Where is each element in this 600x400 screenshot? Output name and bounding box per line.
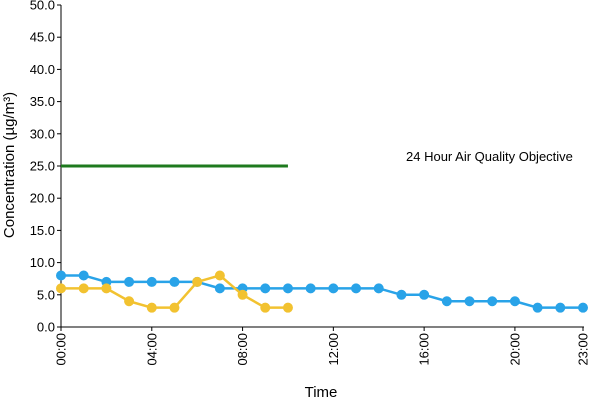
data-point	[487, 296, 498, 307]
y-axis-title: Concentration (µg/m³)	[1, 92, 18, 238]
data-point	[146, 276, 157, 287]
y-tick-label: 40.0	[30, 62, 55, 77]
x-tick-label: 04:00	[144, 333, 159, 366]
data-point	[237, 289, 248, 300]
data-point	[260, 283, 271, 294]
data-point	[56, 283, 66, 294]
data-point	[441, 296, 452, 307]
data-point	[78, 270, 89, 281]
objective-layer: 24 Hour Air Quality Objective	[61, 149, 573, 168]
data-point	[192, 276, 203, 287]
data-point	[101, 283, 112, 294]
data-point	[555, 302, 566, 313]
data-point	[373, 283, 384, 294]
y-tick-label: 10.0	[30, 255, 55, 270]
data-point	[124, 276, 135, 287]
data-point	[305, 283, 316, 294]
data-point	[578, 302, 588, 313]
objective-label: 24 Hour Air Quality Objective	[406, 149, 573, 164]
y-tick-label: 20.0	[30, 191, 55, 206]
x-axis-title: Time	[305, 384, 338, 400]
data-point	[214, 283, 225, 294]
y-tick-label: 50.0	[30, 0, 55, 13]
y-tick-label: 25.0	[30, 159, 55, 174]
data-point	[260, 302, 271, 313]
data-point	[169, 276, 180, 287]
x-tick-label: 00:00	[54, 333, 69, 366]
x-tick-label: 08:00	[235, 333, 250, 366]
data-point	[351, 283, 362, 294]
y-tick-label: 45.0	[30, 30, 55, 45]
x-tick-label: 16:00	[417, 333, 432, 366]
series-layer	[56, 270, 588, 313]
data-point	[56, 270, 66, 281]
axes: 0.0 5.0 10.0 15.0 20.0 25.0 30.0 35.0 40.0 45.0 50…	[30, 0, 591, 366]
data-point	[509, 296, 520, 307]
series-1	[56, 270, 588, 313]
data-point	[328, 283, 339, 294]
data-point	[464, 296, 475, 307]
data-point	[532, 302, 543, 313]
data-point	[146, 302, 157, 313]
y-tick-label: 5.0	[37, 287, 55, 302]
x-ticks: 00:00 04:00 08:00 12:00 16:00 20:00 23:00	[54, 327, 591, 366]
data-point	[282, 302, 293, 313]
y-tick-label: 15.0	[30, 223, 55, 238]
y-tick-label: 0.0	[37, 320, 55, 335]
data-point	[282, 283, 293, 294]
y-ticks: 0.0 5.0 10.0 15.0 20.0 25.0 30.0 35.0 40.0 45.0 50…	[30, 0, 61, 335]
data-point	[124, 296, 135, 307]
data-point	[78, 283, 89, 294]
data-point	[214, 270, 225, 281]
data-point	[419, 289, 430, 300]
y-tick-label: 30.0	[30, 126, 55, 141]
data-point	[169, 302, 180, 313]
data-point	[396, 289, 407, 300]
x-tick-label: 12:00	[326, 333, 341, 366]
x-tick-label: 20:00	[507, 333, 522, 366]
y-tick-label: 35.0	[30, 94, 55, 109]
series-2	[56, 270, 293, 313]
x-tick-label: 23:00	[576, 333, 591, 366]
